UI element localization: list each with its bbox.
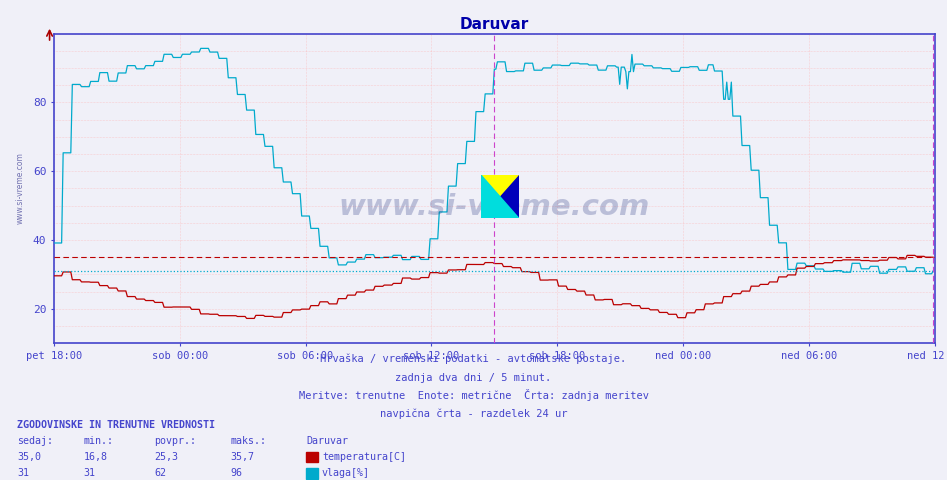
Text: 35,7: 35,7 xyxy=(230,452,254,462)
Text: www.si-vreme.com: www.si-vreme.com xyxy=(16,153,25,224)
Text: navpična črta - razdelek 24 ur: navpična črta - razdelek 24 ur xyxy=(380,408,567,419)
Text: Daruvar: Daruvar xyxy=(306,435,348,445)
Text: 31: 31 xyxy=(83,468,96,478)
Text: Meritve: trenutne  Enote: metrične  Črta: zadnja meritev: Meritve: trenutne Enote: metrične Črta: … xyxy=(298,389,649,401)
Title: Daruvar: Daruvar xyxy=(459,17,529,33)
Text: vlaga[%]: vlaga[%] xyxy=(322,468,370,478)
Text: 96: 96 xyxy=(230,468,242,478)
Text: 62: 62 xyxy=(154,468,167,478)
Text: 25,3: 25,3 xyxy=(154,452,178,462)
Text: min.:: min.: xyxy=(83,435,114,445)
Text: povpr.:: povpr.: xyxy=(154,435,196,445)
Text: 16,8: 16,8 xyxy=(83,452,107,462)
Text: sedaj:: sedaj: xyxy=(17,435,53,445)
Text: 35,0: 35,0 xyxy=(17,452,41,462)
Text: maks.:: maks.: xyxy=(230,435,266,445)
Text: temperatura[C]: temperatura[C] xyxy=(322,452,406,462)
Polygon shape xyxy=(481,175,519,218)
Text: 31: 31 xyxy=(17,468,29,478)
Polygon shape xyxy=(481,175,519,218)
Text: zadnja dva dni / 5 minut.: zadnja dva dni / 5 minut. xyxy=(396,372,551,383)
Text: ZGODOVINSKE IN TRENUTNE VREDNOSTI: ZGODOVINSKE IN TRENUTNE VREDNOSTI xyxy=(17,420,215,430)
Text: www.si-vreme.com: www.si-vreme.com xyxy=(339,193,650,221)
Text: Hrvaška / vremenski podatki - avtomatske postaje.: Hrvaška / vremenski podatki - avtomatske… xyxy=(320,354,627,364)
